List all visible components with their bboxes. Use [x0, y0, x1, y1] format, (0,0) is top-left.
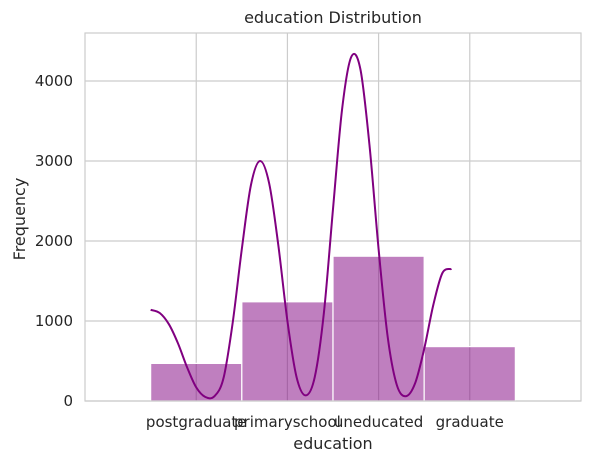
y-tick-label: 0	[63, 392, 73, 410]
plot-frame	[84, 32, 582, 402]
x-axis-title: education	[293, 434, 372, 453]
y-tick-labels: 0 1000 2000 3000 4000	[35, 72, 73, 410]
y-tick-label: 1000	[35, 312, 73, 330]
y-axis-title: Frequency	[10, 178, 29, 261]
kde-curve	[150, 52, 452, 400]
y-tick-label: 4000	[35, 72, 73, 90]
x-tick-label: uneducated	[334, 413, 423, 431]
chart-title: education Distribution	[244, 8, 422, 27]
bar-uneducated	[332, 255, 425, 402]
x-tick-label: primaryschool	[234, 413, 341, 431]
kde-curve-layer	[150, 52, 452, 400]
y-tick-label: 3000	[35, 152, 73, 170]
bar-graduate	[423, 346, 516, 402]
y-tick-label: 2000	[35, 232, 73, 250]
x-tick-label: graduate	[436, 413, 504, 431]
bars	[150, 255, 516, 402]
x-tick-label: postgraduate	[146, 413, 247, 431]
bar-postgraduate	[150, 362, 243, 402]
